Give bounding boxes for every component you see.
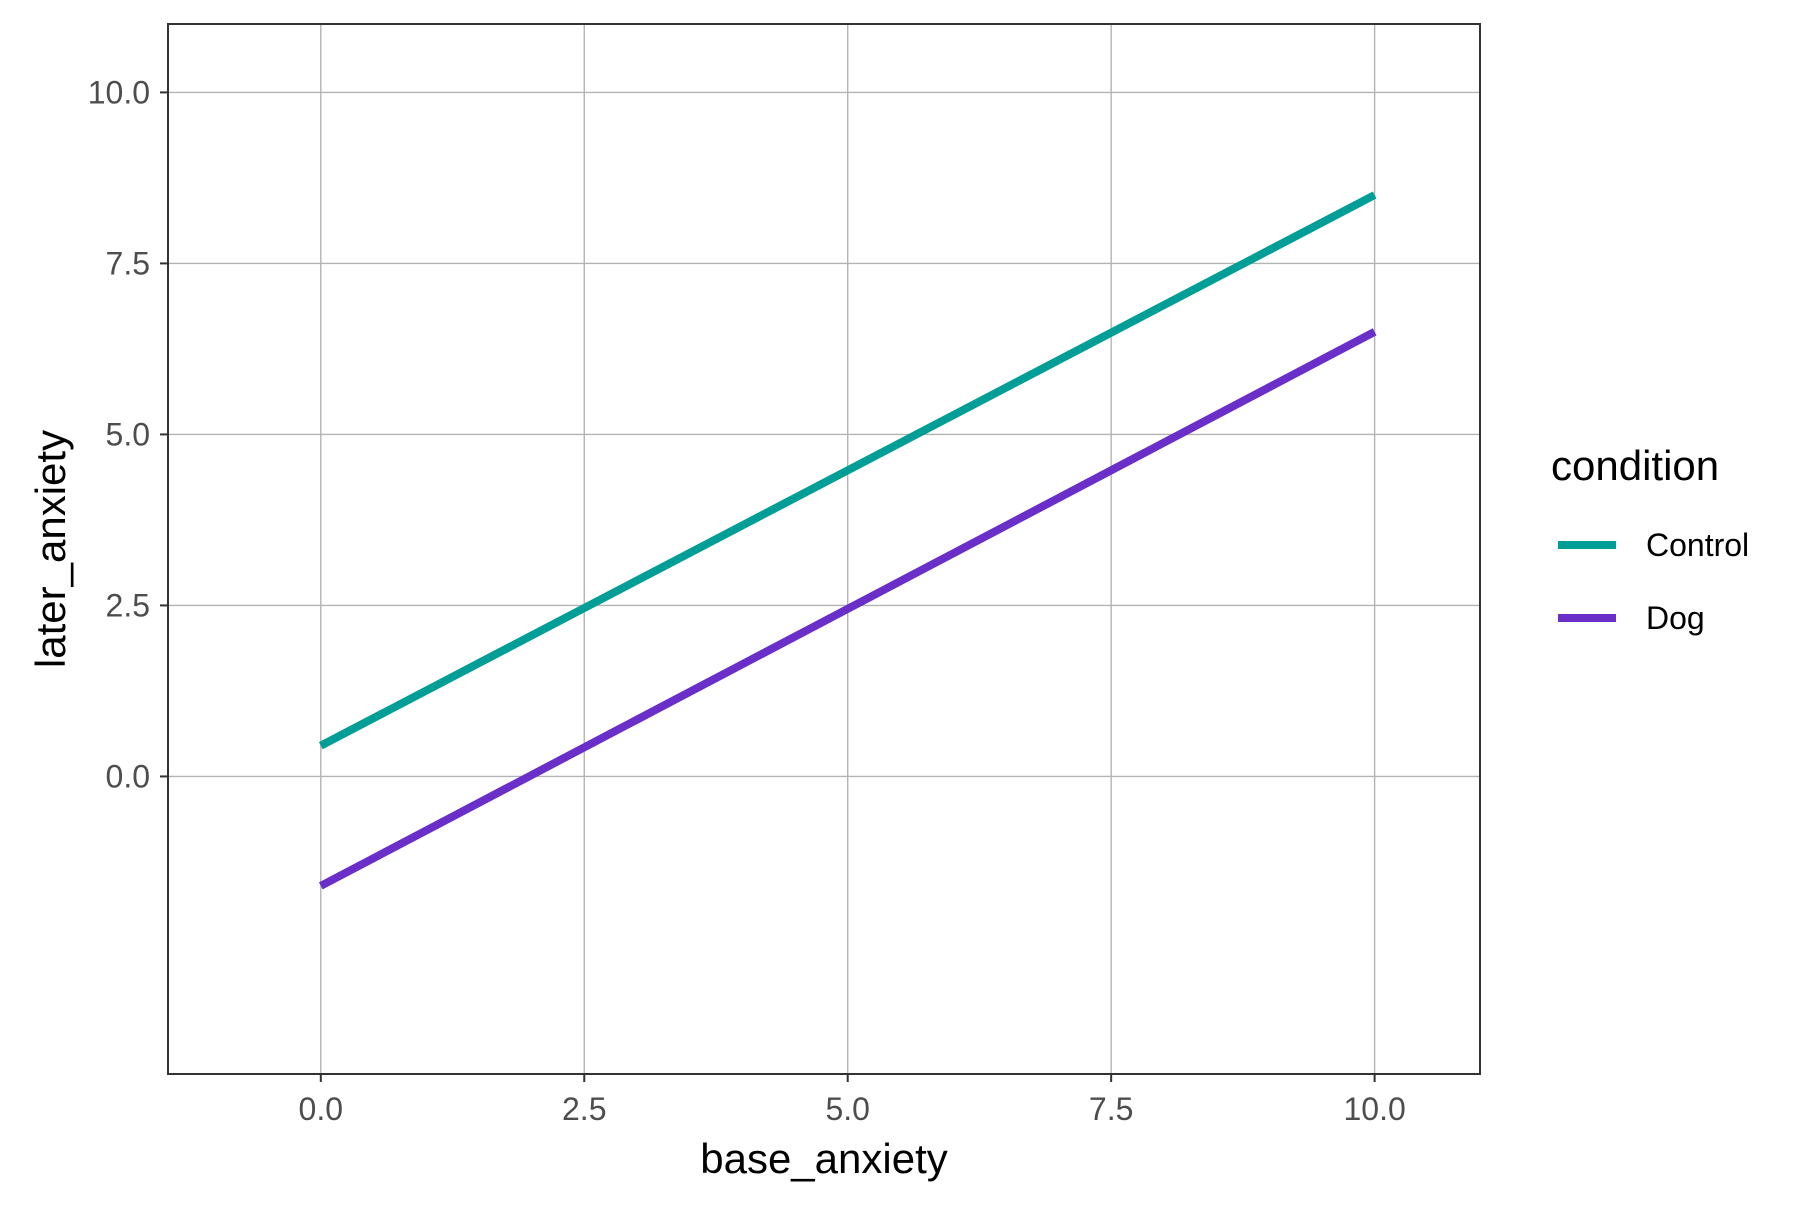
legend-items: Control Dog bbox=[1558, 527, 1749, 636]
legend-label-control: Control bbox=[1646, 527, 1749, 563]
legend-label-dog: Dog bbox=[1646, 600, 1705, 636]
y-tick-label: 0.0 bbox=[106, 758, 150, 794]
series-lines bbox=[318, 191, 1377, 890]
y-tick-label: 10.0 bbox=[88, 74, 150, 110]
x-tick-label: 10.0 bbox=[1343, 1091, 1405, 1127]
x-tick-label: 5.0 bbox=[825, 1091, 869, 1127]
y-tick-label: 2.5 bbox=[106, 587, 150, 623]
y-tick-label: 5.0 bbox=[106, 416, 150, 452]
grid bbox=[168, 24, 1480, 1074]
legend-title: condition bbox=[1551, 442, 1719, 489]
series-line-control bbox=[318, 191, 1377, 750]
plot-panel-border bbox=[167, 23, 1481, 1075]
series-line-dog bbox=[318, 328, 1377, 890]
x-axis-ticks: 0.0 2.5 5.0 7.5 10.0 bbox=[299, 1074, 1406, 1127]
legend: condition Control Dog bbox=[1551, 442, 1749, 636]
y-axis-ticks: 0.0 2.5 5.0 7.5 10.0 bbox=[88, 74, 168, 794]
x-axis-title: base_anxiety bbox=[700, 1135, 948, 1182]
y-axis-title: later_anxiety bbox=[27, 430, 74, 668]
x-tick-label: 0.0 bbox=[299, 1091, 343, 1127]
x-tick-label: 2.5 bbox=[562, 1091, 606, 1127]
y-tick-label: 7.5 bbox=[106, 245, 150, 281]
x-tick-label: 7.5 bbox=[1089, 1091, 1133, 1127]
